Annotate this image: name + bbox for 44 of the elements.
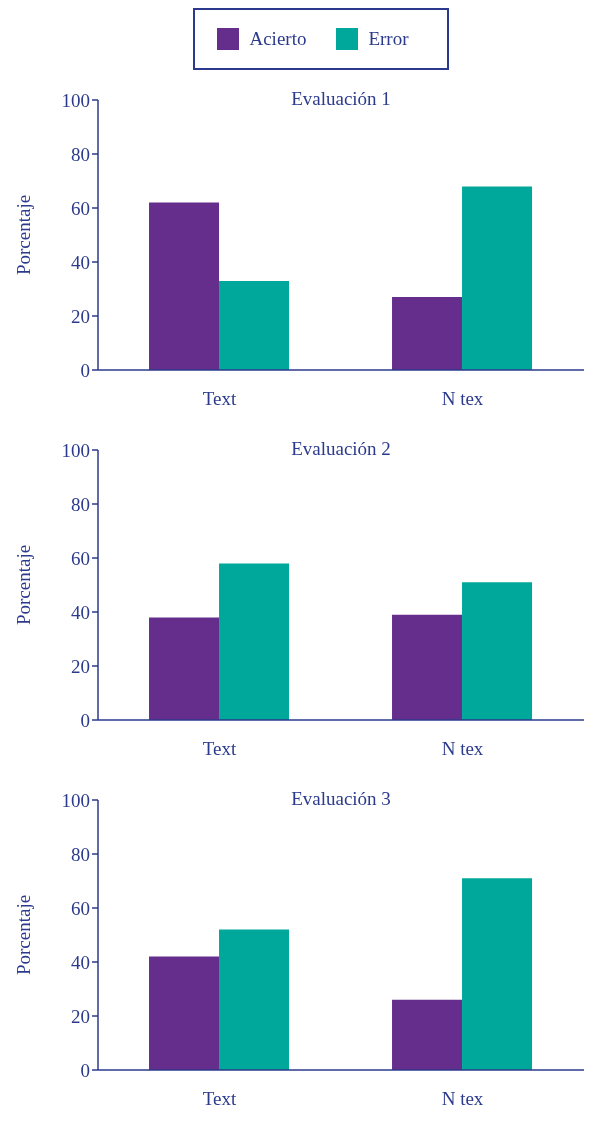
chart-title: Evaluación 1 <box>290 88 392 110</box>
y-tick-label: 0 <box>80 1059 90 1081</box>
bar <box>392 614 463 720</box>
y-tick-label: 80 <box>71 843 90 865</box>
y-tick-label: 20 <box>71 1005 90 1027</box>
y-tick-label: 0 <box>80 359 90 381</box>
bar <box>392 297 463 370</box>
y-tick-label: 20 <box>71 305 90 327</box>
legend-label: Acierto <box>249 28 307 50</box>
x-tick-label: N tex <box>441 1088 484 1110</box>
bar <box>219 280 290 370</box>
x-tick-label: Text <box>202 388 237 410</box>
chart-title: Evaluación 3 <box>290 788 392 810</box>
y-tick-label: 0 <box>80 709 90 731</box>
y-axis-title: Porcentaje <box>12 894 34 976</box>
x-tick-label: Text <box>202 738 237 760</box>
bar <box>219 563 290 720</box>
chart-title: Evaluación 2 <box>290 438 392 460</box>
y-tick-label: 100 <box>61 789 90 811</box>
x-tick-label: Text <box>202 1088 237 1110</box>
bar <box>219 929 290 1070</box>
bar <box>462 186 533 370</box>
y-axis-title: Porcentaje <box>12 544 34 626</box>
y-tick-label: 80 <box>71 493 90 515</box>
y-tick-label: 60 <box>71 897 90 919</box>
y-tick-label: 60 <box>71 197 90 219</box>
x-tick-label: N tex <box>441 388 484 410</box>
y-tick-label: 40 <box>71 601 90 623</box>
bar <box>462 878 533 1070</box>
y-tick-label: 20 <box>71 655 90 677</box>
y-tick-label: 40 <box>71 951 90 973</box>
y-tick-label: 40 <box>71 251 90 273</box>
bar <box>462 582 533 720</box>
legend-label: Error <box>368 28 409 50</box>
y-tick-label: 100 <box>61 89 90 111</box>
bar <box>149 956 220 1070</box>
y-tick-label: 80 <box>71 143 90 165</box>
y-tick-label: 60 <box>71 547 90 569</box>
x-tick-label: N tex <box>441 738 484 760</box>
y-tick-label: 100 <box>61 439 90 461</box>
bar <box>392 999 463 1070</box>
y-axis-title: Porcentaje <box>12 194 34 276</box>
bar <box>149 617 220 720</box>
bar <box>149 202 220 370</box>
